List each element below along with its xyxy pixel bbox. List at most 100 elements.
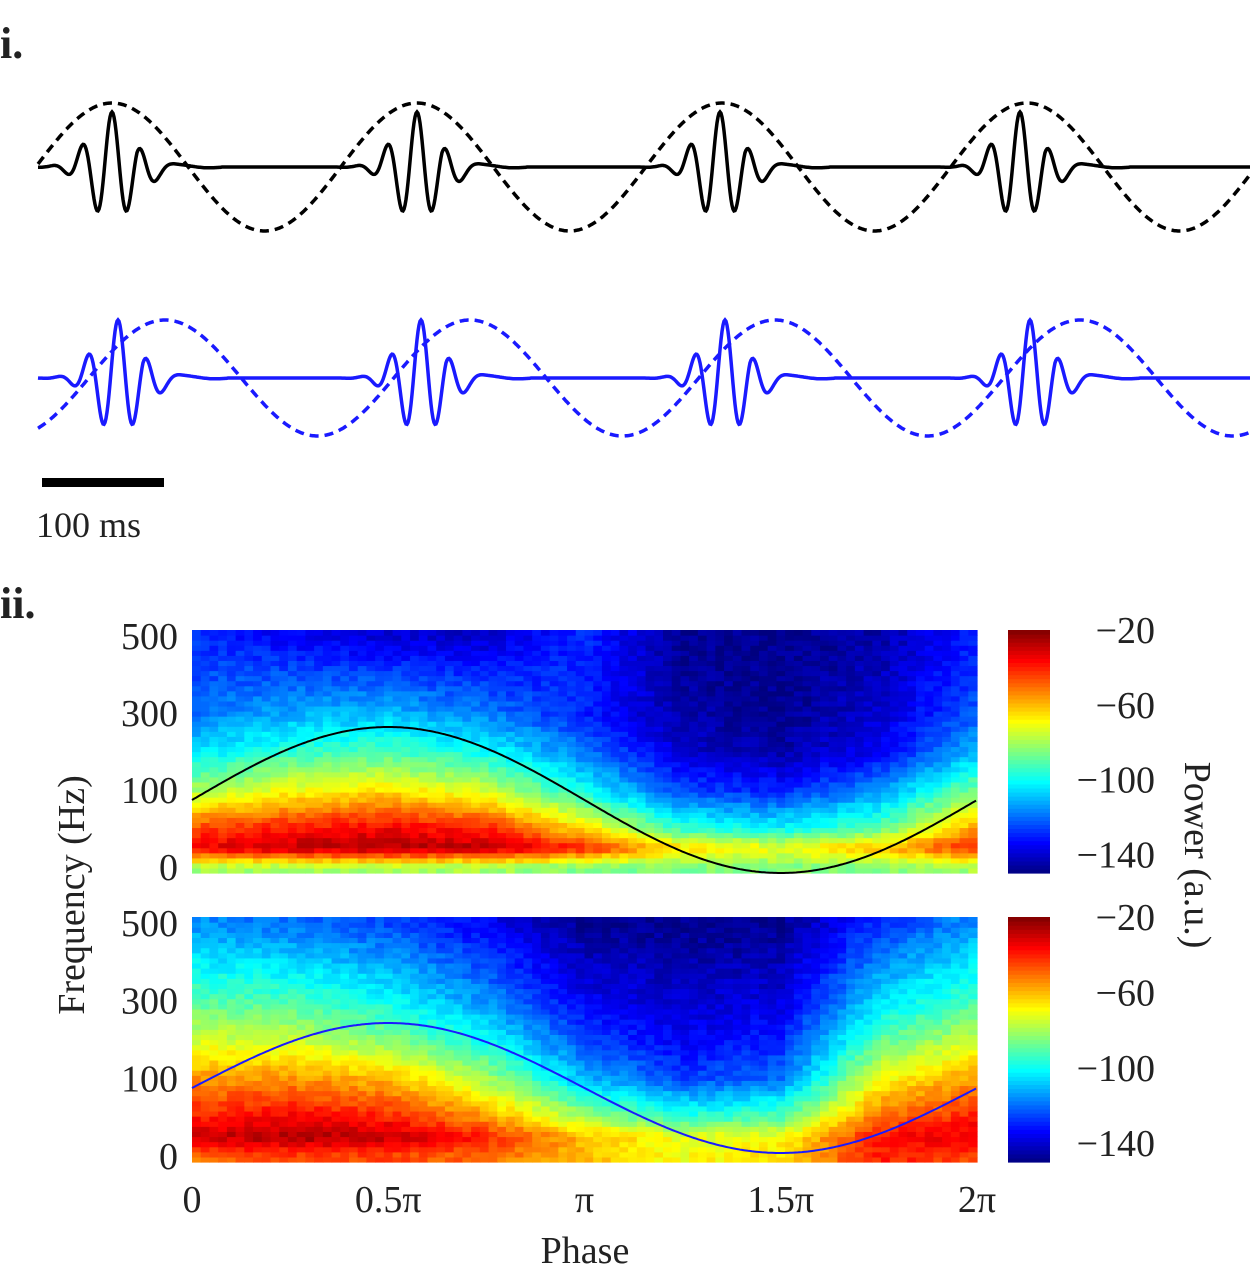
heatmap-cell <box>889 670 900 677</box>
heatmap-cell <box>828 837 839 844</box>
heatmap-cell <box>584 1146 594 1153</box>
heatmap-cell <box>619 741 629 748</box>
heatmap-cell <box>636 726 647 732</box>
heatmap-cell <box>820 741 830 748</box>
heatmap-cell <box>907 1151 917 1158</box>
heatmap-cell <box>209 711 219 717</box>
heatmap-cell <box>793 660 804 667</box>
heatmap-cell <box>881 766 891 773</box>
heatmap-cell <box>226 711 237 717</box>
heatmap-cell <box>218 822 228 829</box>
heatmap-cell <box>881 640 891 646</box>
heatmap-cell <box>671 751 682 758</box>
heatmap-cell <box>532 711 542 717</box>
heatmap-cell <box>645 741 655 748</box>
heatmap-cell <box>619 695 629 702</box>
colorbar-segment <box>1008 868 1050 874</box>
heatmap-cell <box>226 731 237 737</box>
heatmap-cell <box>846 726 856 732</box>
heatmap-cell <box>427 756 437 763</box>
heatmap-cell <box>654 645 664 651</box>
heatmap-cell <box>558 690 568 697</box>
heatmap-cell <box>279 711 289 717</box>
heatmap-cell <box>715 726 725 732</box>
heatmap-cell <box>793 832 804 839</box>
heatmap-cell <box>863 711 873 717</box>
heatmap-cell <box>200 640 211 646</box>
heatmap-cell <box>340 700 350 707</box>
heatmap-cell <box>846 852 856 859</box>
heatmap-cell <box>392 771 402 778</box>
heatmap-cell <box>357 766 368 773</box>
heatmap-cell <box>366 812 376 818</box>
heatmap-cell <box>279 630 289 636</box>
heatmap-cell <box>349 630 359 636</box>
heatmap-cell <box>401 680 411 687</box>
heatmap-cell <box>375 802 385 808</box>
heatmap-cell <box>924 857 934 864</box>
heatmap-cell <box>349 1136 359 1143</box>
heatmap-cell <box>226 721 237 727</box>
heatmap-cell <box>776 675 786 682</box>
heatmap-cell <box>340 852 350 859</box>
heatmap-cell <box>218 726 228 732</box>
heatmap-cell <box>410 802 420 808</box>
heatmap-cell <box>706 792 716 798</box>
heatmap-cell <box>357 1131 368 1138</box>
heatmap-cell <box>523 832 533 839</box>
heatmap-cell <box>732 731 743 737</box>
heatmap-cell <box>654 827 664 834</box>
colorbar-segment <box>1008 638 1050 643</box>
heatmap-cell <box>540 807 551 813</box>
heatmap-cell <box>872 771 882 778</box>
heatmap-cell <box>488 807 498 813</box>
heatmap-cell <box>279 862 289 869</box>
heatmap-cell <box>497 852 507 859</box>
heatmap-cell <box>253 731 263 737</box>
heatmap-cell <box>793 1131 804 1138</box>
heatmap-cell <box>305 1146 315 1153</box>
heatmap-cell <box>296 857 306 864</box>
heatmap-cell <box>209 665 219 672</box>
heatmap-cell <box>279 635 289 641</box>
heatmap-cell <box>959 746 969 753</box>
heatmap-cell <box>863 1146 873 1153</box>
heatmap-cell <box>924 690 934 697</box>
heatmap-cell <box>968 726 978 732</box>
heatmap-cell <box>619 1131 629 1138</box>
heatmap-cell <box>401 857 411 864</box>
heatmap-cell <box>357 711 368 717</box>
heatmap-cell <box>654 1146 664 1153</box>
heatmap-cell <box>758 781 769 788</box>
heatmap-cell <box>549 741 559 748</box>
heatmap-cell <box>218 862 228 869</box>
burst-trace-blue <box>37 317 1250 427</box>
heatmap-cell <box>270 781 280 788</box>
heatmap-cell <box>340 1136 350 1143</box>
heatmap-cell <box>287 736 298 742</box>
heatmap-cell <box>758 645 769 651</box>
heatmap-cell <box>863 786 873 793</box>
heatmap-cell <box>462 670 472 677</box>
heatmap-cell <box>235 827 245 834</box>
heatmap-cell <box>785 705 795 712</box>
heatmap-cell <box>479 630 490 636</box>
heatmap-cell <box>192 670 202 677</box>
heatmap-cell <box>506 847 516 854</box>
heatmap-cell <box>392 630 402 636</box>
heatmap-cell <box>200 645 211 651</box>
heatmap-cell <box>349 862 359 869</box>
heatmap-cell <box>366 832 376 839</box>
heatmap-cell <box>907 771 917 778</box>
heatmap-cell <box>462 832 472 839</box>
heatmap-cell <box>968 786 978 793</box>
heatmap-cell <box>488 867 498 874</box>
heatmap-cell <box>401 736 411 742</box>
heatmap-cell <box>226 756 237 763</box>
heatmap-cell <box>820 822 830 829</box>
heatmap-cell <box>314 660 324 667</box>
heatmap-cell <box>453 822 463 829</box>
heatmap-cell <box>270 832 280 839</box>
heatmap-cell <box>296 1136 306 1143</box>
heatmap-cell <box>244 1151 254 1158</box>
